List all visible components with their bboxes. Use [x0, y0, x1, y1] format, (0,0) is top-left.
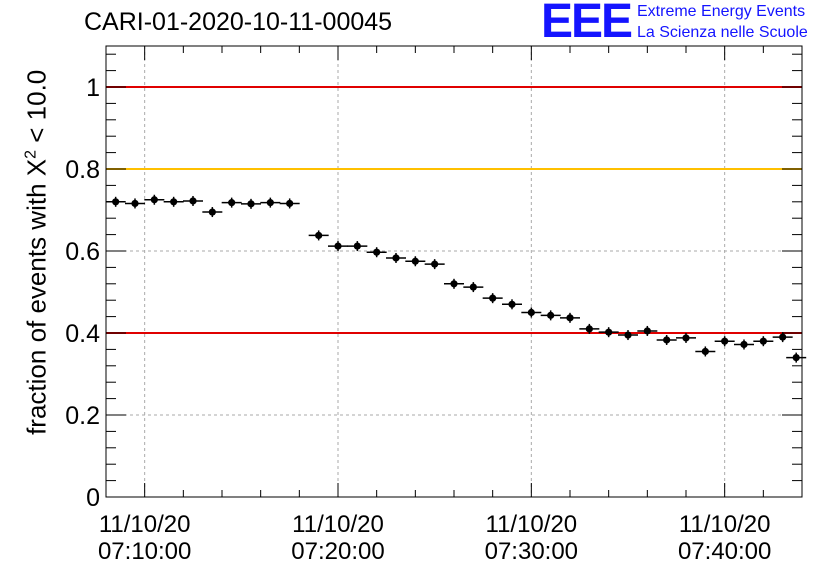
data-marker — [759, 337, 767, 345]
data-marker — [353, 242, 361, 250]
data-point — [183, 195, 203, 206]
data-marker — [208, 208, 216, 216]
data-marker — [624, 331, 632, 339]
x-tick-label-time: 07:20:00 — [291, 538, 384, 565]
data-point — [502, 299, 522, 310]
data-marker — [392, 254, 400, 262]
data-marker — [247, 200, 255, 208]
data-marker — [701, 347, 709, 356]
data-point — [656, 334, 677, 345]
y-tick-label: 0.2 — [65, 402, 100, 430]
x-tick-label-time: 07:10:00 — [98, 538, 191, 565]
data-point — [540, 310, 561, 321]
data-marker — [566, 314, 574, 322]
data-marker — [605, 328, 613, 336]
data-point — [279, 198, 300, 209]
data-marker — [721, 337, 729, 345]
data-point — [695, 346, 716, 357]
data-marker — [266, 199, 274, 207]
data-point — [405, 256, 426, 267]
grid-lines — [106, 46, 802, 497]
data-marker — [228, 199, 236, 207]
logo-text-line2: La Scienza nelle Scuole — [637, 24, 808, 41]
y-tick-label: 0 — [86, 484, 100, 512]
data-point — [424, 259, 445, 270]
data-point — [366, 247, 387, 258]
data-marker — [489, 294, 497, 302]
data-point — [598, 327, 619, 338]
data-point — [618, 330, 638, 341]
y-tick-label: 0.4 — [65, 320, 100, 348]
x-tick-label-time: 07:40:00 — [678, 538, 771, 565]
data-marker — [431, 260, 439, 268]
y-tick-label: 0.6 — [65, 238, 100, 266]
data-point — [144, 194, 165, 205]
data-point — [786, 352, 807, 363]
plot-frame — [105, 45, 803, 498]
data-marker — [547, 311, 555, 319]
data-marker — [682, 334, 690, 342]
data-point — [734, 339, 754, 350]
data-point — [753, 336, 774, 347]
data-point — [637, 325, 658, 336]
data-point — [260, 197, 281, 208]
data-marker — [792, 354, 800, 362]
data-marker — [450, 280, 458, 288]
data-point — [772, 332, 793, 343]
data-marker — [189, 197, 197, 205]
data-marker — [411, 257, 419, 265]
data-point — [125, 198, 145, 209]
data-marker — [779, 333, 787, 341]
data-marker — [373, 248, 381, 256]
data-marker — [740, 340, 748, 349]
data-point — [221, 197, 242, 208]
data-point — [714, 336, 735, 347]
data-point — [328, 241, 348, 252]
data-marker — [150, 196, 158, 204]
eee-logo: EEE — [541, 0, 633, 48]
data-point — [463, 282, 484, 293]
x-tick-label-date: 11/10/20 — [292, 511, 384, 538]
data-point — [347, 241, 368, 252]
data-point — [676, 332, 696, 343]
logo-text-line1: Extreme Energy Events — [637, 3, 806, 20]
data-point — [444, 278, 464, 289]
data-marker — [286, 199, 294, 208]
data-marker — [131, 199, 139, 208]
data-point — [579, 323, 600, 334]
y-axis-label: fraction of events with X2 < 10.0 — [21, 69, 52, 435]
data-point — [163, 196, 184, 207]
data-point — [482, 293, 503, 304]
data-point — [241, 198, 261, 209]
data-marker — [508, 300, 516, 308]
x-tick-label-time: 07:30:00 — [485, 538, 578, 565]
data-points — [105, 194, 807, 363]
x-tick-label-date: 11/10/20 — [679, 511, 771, 538]
data-point — [308, 230, 329, 241]
chart-title: CARI-01-2020-10-11-00045 — [84, 8, 393, 36]
data-marker — [315, 231, 323, 240]
data-marker — [527, 308, 535, 317]
axes: 00.20.40.60.8111/10/2007:10:0011/10/2007… — [65, 45, 803, 565]
y-tick-label: 0.8 — [65, 156, 100, 184]
data-marker — [469, 283, 477, 291]
x-tick-label-date: 11/10/20 — [486, 511, 578, 538]
data-marker — [334, 242, 342, 250]
data-point — [560, 312, 580, 323]
data-marker — [663, 336, 671, 344]
data-marker — [643, 327, 651, 335]
x-tick-label-date: 11/10/20 — [99, 511, 191, 538]
data-point — [521, 307, 542, 318]
data-point — [202, 207, 223, 218]
data-point — [386, 252, 406, 263]
y-tick-label: 1 — [86, 74, 100, 102]
data-marker — [170, 198, 178, 206]
data-marker — [585, 325, 593, 333]
